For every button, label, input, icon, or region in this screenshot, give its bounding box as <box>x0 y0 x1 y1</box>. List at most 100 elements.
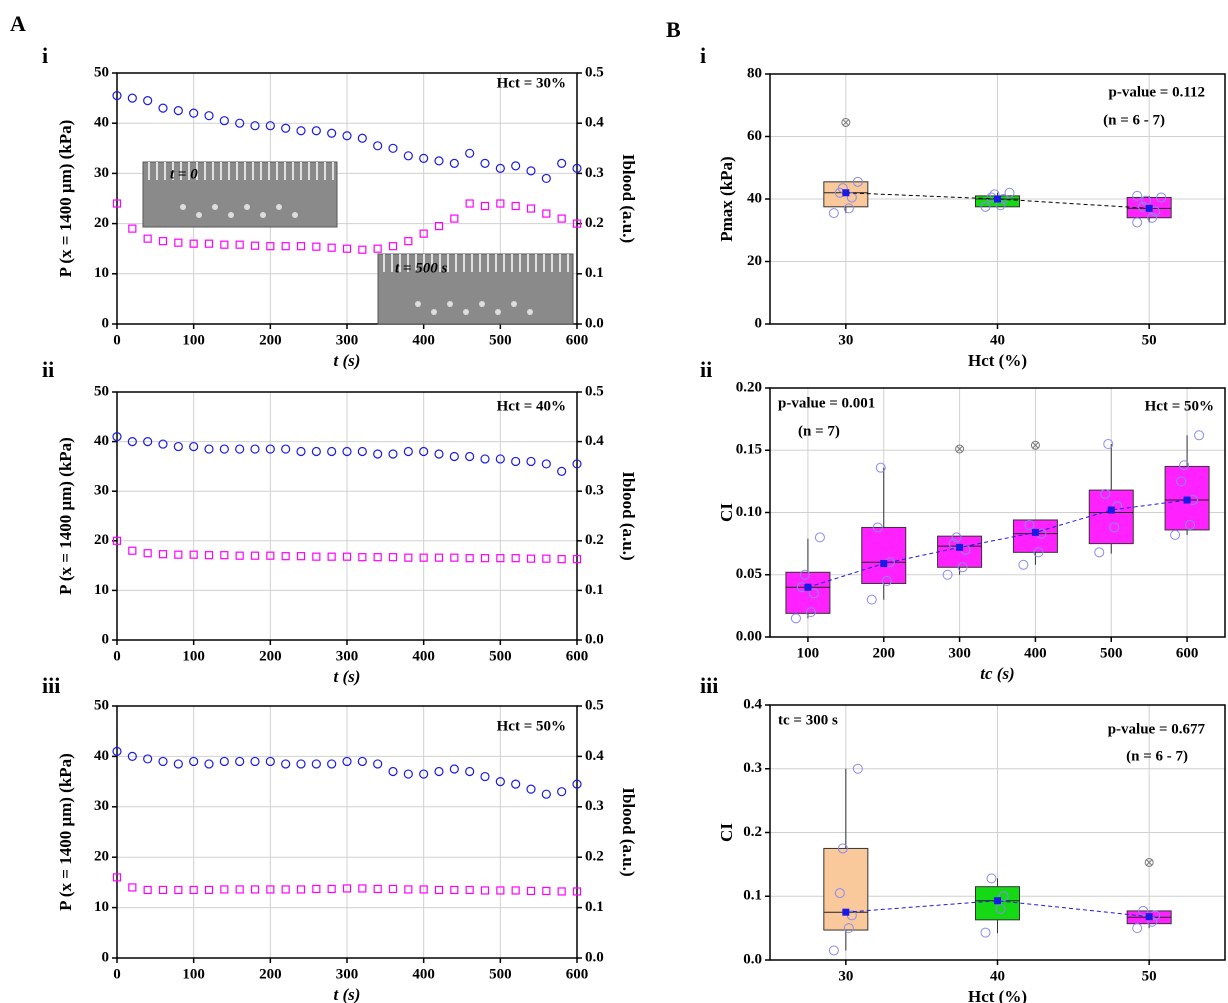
inset-dot <box>212 204 218 210</box>
data-point <box>281 759 291 769</box>
data-point <box>511 161 521 171</box>
data-point <box>465 554 474 563</box>
y2-tick-label: 0.0 <box>585 631 604 647</box>
data-point <box>846 192 857 203</box>
x-tick-label: 300 <box>336 966 359 982</box>
data-point <box>357 446 367 457</box>
mean-marker <box>994 195 1001 203</box>
x-tick-label: 500 <box>1100 645 1123 661</box>
data-point <box>158 550 168 559</box>
y-tick-label: 40 <box>94 433 109 449</box>
plot-frame <box>769 704 1226 961</box>
y-tick-label: 30 <box>94 483 109 499</box>
mean-marker <box>880 560 888 568</box>
data-point <box>465 199 474 208</box>
data-point <box>449 764 459 774</box>
x-tick-label: 50 <box>1142 332 1157 348</box>
data-point <box>496 554 505 563</box>
box <box>823 847 869 931</box>
y2-tick-label: 0.1 <box>585 899 604 915</box>
x-tick-label: 0 <box>113 966 121 982</box>
data-point <box>449 158 459 168</box>
data-point <box>174 550 183 559</box>
data-point <box>419 769 429 779</box>
data-point <box>557 158 567 168</box>
data-point <box>480 454 490 464</box>
y-tick-label: 30 <box>94 165 109 181</box>
x-tick-label: 200 <box>873 645 896 661</box>
x-tick-label: 500 <box>489 648 512 664</box>
y-tick-label: 20 <box>94 215 109 231</box>
data-point <box>158 103 168 113</box>
inset-dot <box>463 309 469 315</box>
data-point <box>357 756 367 767</box>
x-tick-label: 600 <box>566 648 589 664</box>
y-tick-label: 20 <box>94 532 109 548</box>
data-point <box>948 538 959 549</box>
annotation: p-value = 0.112 <box>1109 84 1205 100</box>
data-point <box>419 229 428 238</box>
y-tick-label: 50 <box>94 64 109 80</box>
data-point <box>220 885 229 894</box>
outlier <box>955 444 965 454</box>
data-point <box>942 569 953 580</box>
data-point <box>128 224 137 233</box>
x-tick-label: 300 <box>336 332 359 348</box>
data-point <box>388 553 398 562</box>
annotation: (n = 7) <box>798 423 840 439</box>
data-point <box>511 779 521 789</box>
data-point <box>434 885 444 895</box>
y-tick-label: 0.20 <box>736 379 762 395</box>
data-point <box>219 444 229 454</box>
data-point <box>189 550 198 559</box>
data-point <box>143 754 153 764</box>
data-point <box>814 532 825 543</box>
data-point <box>235 240 244 249</box>
data-point <box>296 885 306 894</box>
y-axis-label: P (x = 1400 μm) (kPa) <box>56 437 75 595</box>
y-tick-label: 10 <box>94 582 109 598</box>
mean-marker <box>1183 496 1191 504</box>
data-point <box>1132 923 1143 934</box>
data-point <box>281 444 291 454</box>
inset-dot <box>511 301 517 307</box>
panel-label: A <box>10 11 26 36</box>
x-tick-label: 50 <box>1142 968 1157 984</box>
data-point <box>404 237 413 246</box>
x-axis-label: Hct (%) <box>968 987 1027 1003</box>
data-point <box>480 554 490 563</box>
inset-dot <box>447 301 453 307</box>
y2-tick-label: 0.0 <box>585 949 604 965</box>
data-point <box>1024 519 1035 530</box>
data-point <box>450 214 459 223</box>
data-point <box>204 885 214 895</box>
outlier <box>841 117 851 127</box>
mean-marker <box>994 897 1001 905</box>
x-tick-label: 200 <box>259 966 282 982</box>
x-tick-label: 0 <box>113 332 121 348</box>
data-point <box>980 201 991 212</box>
data-point <box>465 451 475 462</box>
data-point <box>327 759 337 769</box>
data-point <box>495 163 505 173</box>
data-point <box>342 131 352 141</box>
data-point <box>112 432 122 442</box>
mean-marker <box>842 189 850 197</box>
data-point <box>1176 476 1187 487</box>
data-point <box>1103 439 1114 450</box>
data-point <box>373 141 383 151</box>
y2-tick-label: 0.2 <box>585 849 604 865</box>
data-point <box>403 151 413 161</box>
y-tick-label: 0.15 <box>736 442 762 458</box>
inset-dot <box>276 204 282 210</box>
y-tick-label: 0.05 <box>736 566 762 582</box>
x-tick-label: 100 <box>182 332 205 348</box>
data-point <box>1194 430 1205 441</box>
y-tick-label: 0 <box>102 949 110 965</box>
x-tick-label: 100 <box>182 966 205 982</box>
data-point <box>419 153 429 163</box>
data-point <box>112 90 122 101</box>
inset-dot <box>260 212 266 218</box>
data-point <box>281 123 291 133</box>
plot-frame <box>116 705 578 959</box>
